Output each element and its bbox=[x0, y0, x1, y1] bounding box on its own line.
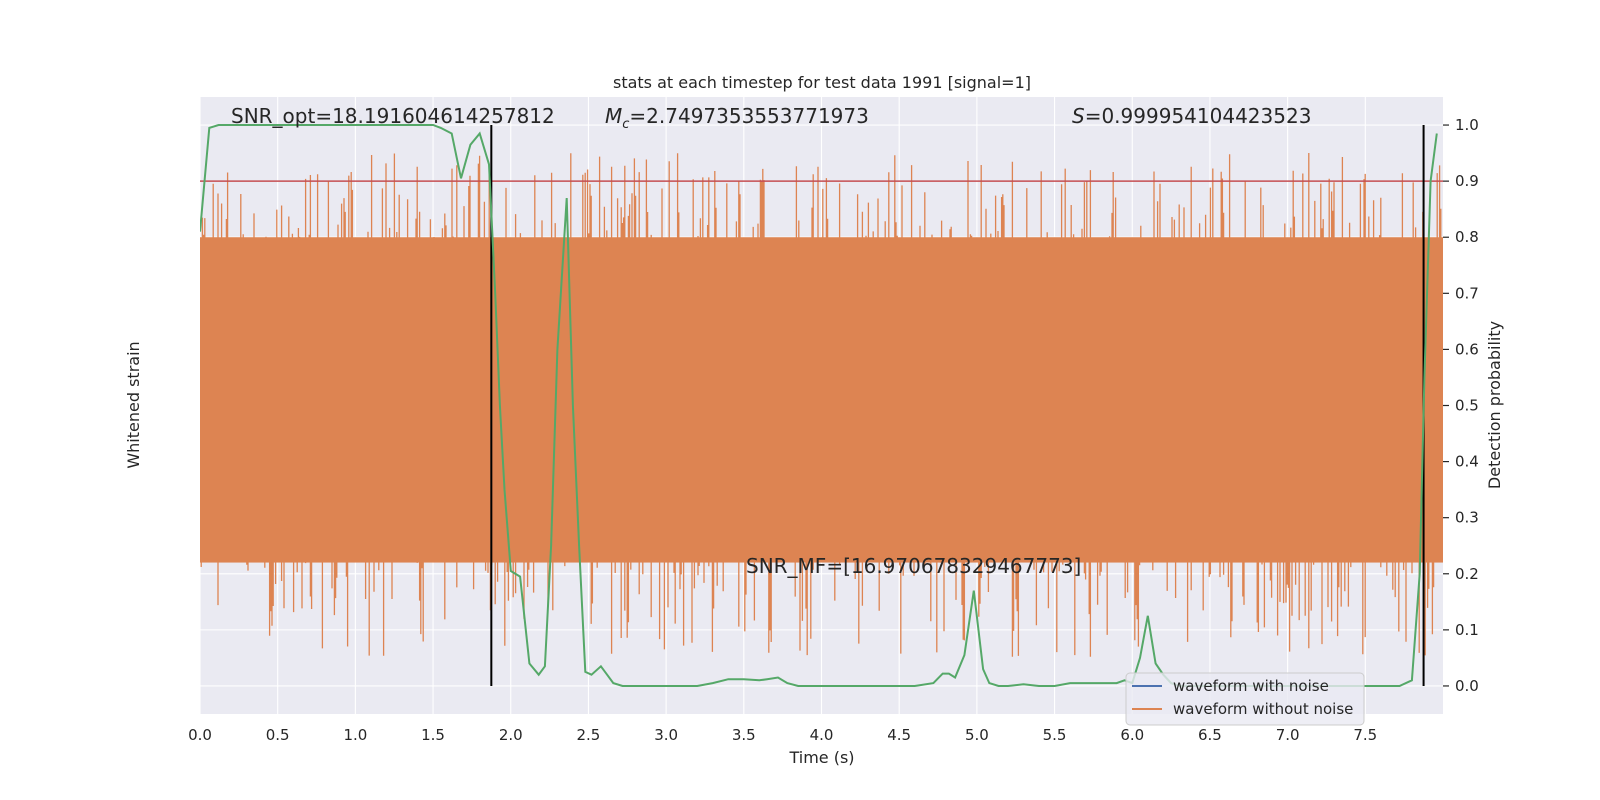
x-tick-label: 6.5 bbox=[1198, 726, 1222, 744]
legend: waveform with noise waveform without noi… bbox=[1125, 672, 1365, 726]
snr-mf-annotation: SNR_MF=[16.970678329467773] bbox=[746, 554, 1081, 578]
y-tick-label: 1.0 bbox=[1455, 116, 1479, 134]
chart-title: stats at each timestep for test data 199… bbox=[613, 73, 1031, 92]
x-tick-label: 2.0 bbox=[499, 726, 523, 744]
x-axis: 0.0 0.5 1.0 1.5 2.0 2.5 3.0 3.5 4.0 4.5 5.0 5.5 6.0 6… bbox=[188, 726, 1377, 744]
y-tick-label: 0.6 bbox=[1455, 340, 1479, 358]
y-tick-label: 0.4 bbox=[1455, 453, 1479, 471]
y-tick-label: 0.0 bbox=[1455, 677, 1479, 695]
x-tick-label: 4.5 bbox=[887, 726, 911, 744]
legend-box bbox=[1125, 672, 1365, 726]
x-tick-label: 1.0 bbox=[343, 726, 367, 744]
x-tick-label: 7.0 bbox=[1276, 726, 1300, 744]
chirp-mass-annotation: Mc=2.7497353553771973 bbox=[605, 104, 869, 132]
y-axis-label-left: Whitened strain bbox=[124, 341, 143, 468]
x-tick-label: 1.5 bbox=[421, 726, 445, 744]
y-tick-label: 0.7 bbox=[1455, 284, 1479, 302]
y-tick-label: 0.9 bbox=[1455, 172, 1479, 190]
y-tick-label: 0.3 bbox=[1455, 509, 1479, 527]
snr-opt-annotation: SNR_opt=18.191604614257812 bbox=[231, 104, 555, 128]
s-annotation: S=0.999954104423523 bbox=[1072, 104, 1311, 128]
legend-label-waveform-without-noise: waveform without noise bbox=[1173, 700, 1353, 718]
x-tick-label: 5.0 bbox=[965, 726, 989, 744]
x-tick-label: 3.5 bbox=[732, 726, 756, 744]
x-tick-label: 4.0 bbox=[810, 726, 834, 744]
x-axis-label: Time (s) bbox=[788, 748, 854, 767]
y-axis-label-right: Detection probability bbox=[1485, 321, 1504, 489]
y-tick-label: 0.8 bbox=[1455, 228, 1479, 246]
y-tick-label: 0.1 bbox=[1455, 621, 1479, 639]
x-tick-label: 3.0 bbox=[654, 726, 678, 744]
y-axis-right: 0.0 0.1 0.2 0.3 0.4 0.5 0.6 0.7 0.8 0.9 1.0 bbox=[1443, 116, 1479, 695]
x-tick-label: 5.5 bbox=[1043, 726, 1067, 744]
waveform-without-noise-series bbox=[200, 153, 1443, 657]
x-tick-label: 0.0 bbox=[188, 726, 212, 744]
x-tick-label: 0.5 bbox=[266, 726, 290, 744]
legend-label-waveform-with-noise: waveform with noise bbox=[1173, 677, 1329, 695]
x-tick-label: 6.0 bbox=[1120, 726, 1144, 744]
x-tick-label: 7.5 bbox=[1353, 726, 1377, 744]
y-tick-label: 0.2 bbox=[1455, 565, 1479, 583]
x-tick-label: 2.5 bbox=[577, 726, 601, 744]
noise-spikes bbox=[200, 153, 1443, 657]
y-tick-label: 0.5 bbox=[1455, 397, 1479, 415]
